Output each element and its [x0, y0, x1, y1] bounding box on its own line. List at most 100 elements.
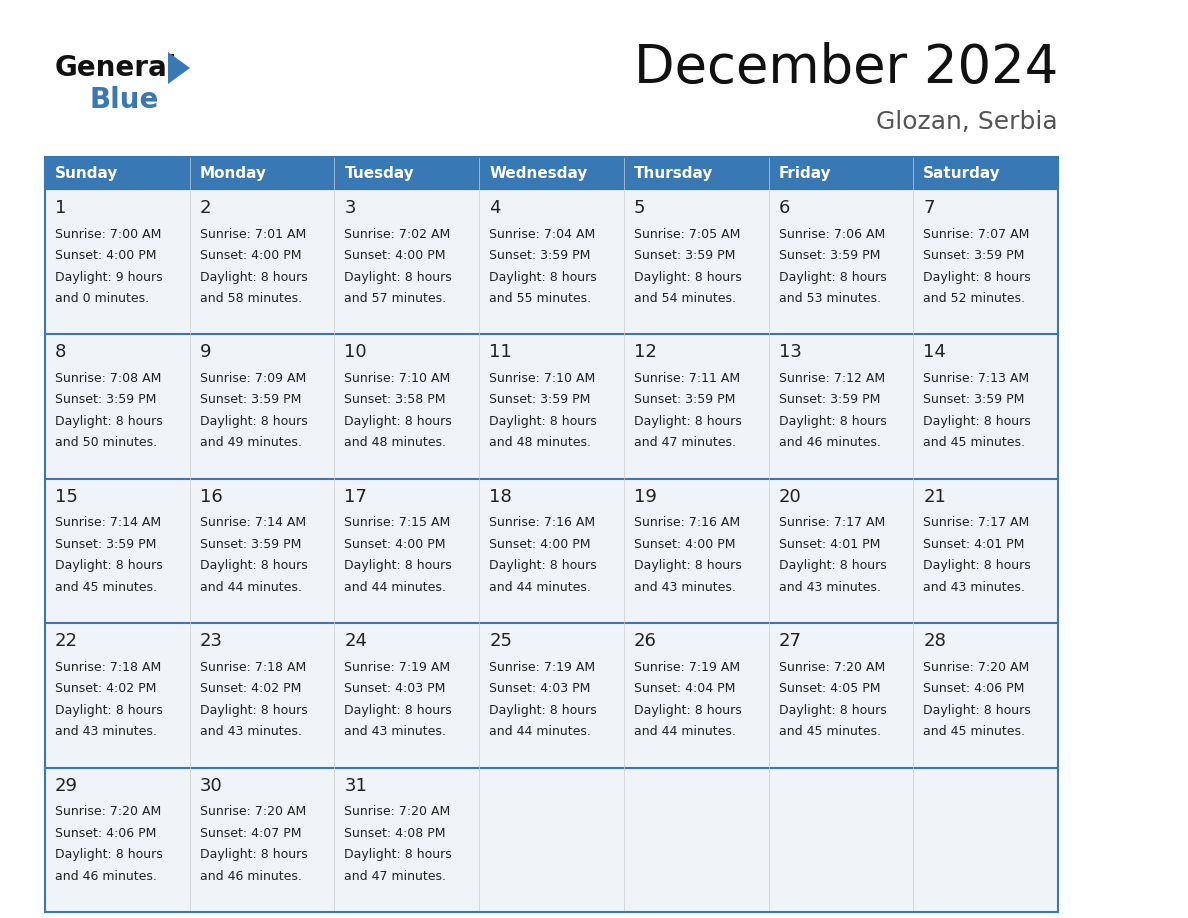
- Text: 16: 16: [200, 487, 222, 506]
- Text: Sunrise: 7:20 AM: Sunrise: 7:20 AM: [200, 805, 307, 818]
- Text: Sunset: 3:59 PM: Sunset: 3:59 PM: [634, 249, 735, 262]
- Text: Sunrise: 7:09 AM: Sunrise: 7:09 AM: [200, 372, 307, 385]
- Text: 5: 5: [634, 199, 645, 217]
- Text: and 43 minutes.: and 43 minutes.: [55, 725, 157, 738]
- Text: Daylight: 8 hours: Daylight: 8 hours: [200, 415, 308, 428]
- Text: Daylight: 8 hours: Daylight: 8 hours: [923, 415, 1031, 428]
- Text: and 45 minutes.: and 45 minutes.: [923, 436, 1025, 450]
- Text: and 47 minutes.: and 47 minutes.: [634, 436, 735, 450]
- Bar: [335, 623, 479, 767]
- Text: 20: 20: [778, 487, 802, 506]
- Text: Wednesday: Wednesday: [489, 166, 588, 181]
- Text: and 43 minutes.: and 43 minutes.: [778, 581, 880, 594]
- Text: Sunset: 3:59 PM: Sunset: 3:59 PM: [634, 394, 735, 407]
- Text: Daylight: 8 hours: Daylight: 8 hours: [200, 271, 308, 284]
- Text: 1: 1: [55, 199, 67, 217]
- Text: Glozan, Serbia: Glozan, Serbia: [877, 110, 1059, 134]
- Text: Sunrise: 7:04 AM: Sunrise: 7:04 AM: [489, 228, 595, 241]
- Bar: [769, 623, 914, 767]
- Text: Sunday: Sunday: [55, 166, 119, 181]
- Text: Daylight: 8 hours: Daylight: 8 hours: [55, 559, 163, 572]
- Bar: [335, 334, 479, 479]
- Bar: [335, 479, 479, 623]
- Text: and 45 minutes.: and 45 minutes.: [55, 581, 157, 594]
- Text: Sunset: 3:59 PM: Sunset: 3:59 PM: [923, 394, 1025, 407]
- Text: Sunrise: 7:20 AM: Sunrise: 7:20 AM: [55, 805, 162, 818]
- Text: Sunrise: 7:19 AM: Sunrise: 7:19 AM: [489, 661, 595, 674]
- Text: Daylight: 8 hours: Daylight: 8 hours: [634, 271, 741, 284]
- Text: Sunset: 4:00 PM: Sunset: 4:00 PM: [345, 538, 446, 551]
- Text: 28: 28: [923, 633, 946, 650]
- Text: Sunset: 4:03 PM: Sunset: 4:03 PM: [489, 682, 590, 695]
- Bar: [914, 334, 1059, 479]
- Text: and 44 minutes.: and 44 minutes.: [634, 725, 735, 738]
- Text: 27: 27: [778, 633, 802, 650]
- Text: Sunset: 4:05 PM: Sunset: 4:05 PM: [778, 682, 880, 695]
- Bar: [190, 334, 335, 479]
- Text: Sunset: 4:00 PM: Sunset: 4:00 PM: [55, 249, 157, 262]
- Text: and 44 minutes.: and 44 minutes.: [489, 725, 590, 738]
- Text: 24: 24: [345, 633, 367, 650]
- Text: and 45 minutes.: and 45 minutes.: [778, 725, 880, 738]
- Text: Sunset: 4:02 PM: Sunset: 4:02 PM: [200, 682, 301, 695]
- Text: 8: 8: [55, 343, 67, 362]
- Text: Sunrise: 7:20 AM: Sunrise: 7:20 AM: [778, 661, 885, 674]
- Text: Sunrise: 7:08 AM: Sunrise: 7:08 AM: [55, 372, 162, 385]
- Text: and 50 minutes.: and 50 minutes.: [55, 436, 157, 450]
- Text: Sunset: 4:01 PM: Sunset: 4:01 PM: [923, 538, 1025, 551]
- Text: Daylight: 8 hours: Daylight: 8 hours: [345, 704, 453, 717]
- Text: Tuesday: Tuesday: [345, 166, 415, 181]
- Text: 7: 7: [923, 199, 935, 217]
- Text: Daylight: 8 hours: Daylight: 8 hours: [634, 704, 741, 717]
- Bar: [914, 190, 1059, 334]
- Text: 2: 2: [200, 199, 211, 217]
- Text: Sunset: 3:59 PM: Sunset: 3:59 PM: [55, 394, 157, 407]
- Text: Daylight: 8 hours: Daylight: 8 hours: [923, 704, 1031, 717]
- Text: Sunrise: 7:16 AM: Sunrise: 7:16 AM: [634, 516, 740, 530]
- Text: and 47 minutes.: and 47 minutes.: [345, 869, 447, 882]
- Polygon shape: [168, 52, 190, 84]
- Bar: [479, 334, 624, 479]
- Text: 13: 13: [778, 343, 802, 362]
- Text: Sunset: 4:04 PM: Sunset: 4:04 PM: [634, 682, 735, 695]
- Text: Sunset: 4:02 PM: Sunset: 4:02 PM: [55, 682, 157, 695]
- Text: Sunset: 4:08 PM: Sunset: 4:08 PM: [345, 826, 446, 840]
- Bar: [45, 190, 190, 334]
- Bar: [624, 623, 769, 767]
- Bar: [914, 623, 1059, 767]
- Text: Sunset: 4:00 PM: Sunset: 4:00 PM: [345, 249, 446, 262]
- Text: 30: 30: [200, 777, 222, 795]
- Text: Daylight: 8 hours: Daylight: 8 hours: [55, 848, 163, 861]
- Bar: [769, 190, 914, 334]
- Text: Sunrise: 7:18 AM: Sunrise: 7:18 AM: [200, 661, 307, 674]
- Bar: [479, 623, 624, 767]
- Text: and 43 minutes.: and 43 minutes.: [345, 725, 447, 738]
- Text: Sunset: 4:00 PM: Sunset: 4:00 PM: [634, 538, 735, 551]
- Bar: [45, 334, 190, 479]
- Text: 25: 25: [489, 633, 512, 650]
- Text: Daylight: 8 hours: Daylight: 8 hours: [923, 559, 1031, 572]
- Bar: [769, 157, 914, 190]
- Text: Sunset: 4:01 PM: Sunset: 4:01 PM: [778, 538, 880, 551]
- Text: 19: 19: [634, 487, 657, 506]
- Text: Daylight: 8 hours: Daylight: 8 hours: [778, 559, 886, 572]
- Bar: [479, 767, 624, 912]
- Text: 12: 12: [634, 343, 657, 362]
- Text: Daylight: 8 hours: Daylight: 8 hours: [55, 704, 163, 717]
- Text: and 48 minutes.: and 48 minutes.: [345, 436, 447, 450]
- Text: 3: 3: [345, 199, 356, 217]
- Text: Daylight: 8 hours: Daylight: 8 hours: [345, 559, 453, 572]
- Text: Daylight: 9 hours: Daylight: 9 hours: [55, 271, 163, 284]
- Text: 22: 22: [55, 633, 78, 650]
- Text: Sunrise: 7:10 AM: Sunrise: 7:10 AM: [345, 372, 450, 385]
- Text: Monday: Monday: [200, 166, 267, 181]
- Bar: [335, 767, 479, 912]
- Text: 21: 21: [923, 487, 946, 506]
- Bar: [335, 157, 479, 190]
- Text: Sunrise: 7:12 AM: Sunrise: 7:12 AM: [778, 372, 885, 385]
- Text: and 43 minutes.: and 43 minutes.: [634, 581, 735, 594]
- Text: 10: 10: [345, 343, 367, 362]
- Text: Sunrise: 7:06 AM: Sunrise: 7:06 AM: [778, 228, 885, 241]
- Bar: [190, 479, 335, 623]
- Text: December 2024: December 2024: [633, 42, 1059, 94]
